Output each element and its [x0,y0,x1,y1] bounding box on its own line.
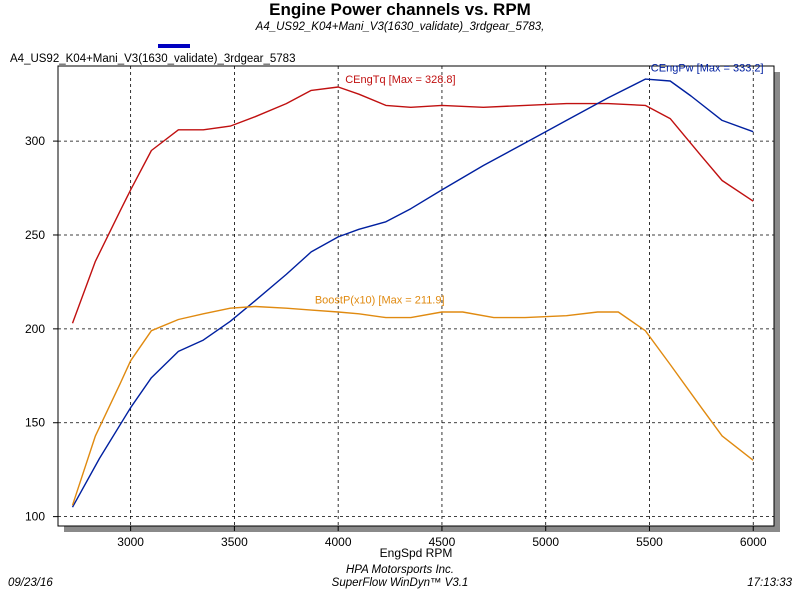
footer-date: 09/23/16 [8,577,53,589]
x-axis-label: EngSpd RPM [380,546,453,560]
grid [58,66,774,526]
x-tick-label: 4500 [429,535,456,549]
series-line-1 [71,78,754,508]
footer-time: 17:13:33 [747,577,792,589]
y-tick-label: 300 [25,134,45,148]
chart-subtitle: A4_US92_K04+Mani_V3(1630_validate)_3rdge… [255,21,545,33]
series-annotation-2: BoostP(x10) [Max = 211.9] [315,295,445,307]
chart-title: Engine Power channels vs. RPM [269,0,531,19]
x-tick-label: 5000 [532,535,559,549]
x-tick-label: 4000 [325,535,352,549]
annotations-group: CEngTq [Max = 328.8] CEngPw [Max = 333.2]… [315,63,764,307]
y-tick-label: 200 [25,322,45,336]
series-annotation-1: CEngPw [Max = 333.2] [651,63,764,75]
series-line-0 [71,86,754,324]
x-tick-label: 5500 [636,535,663,549]
axes: 3000 3500 4000 4500 5000 5500 6000 100 150 200 250… [25,134,767,549]
series-line-2 [71,305,754,506]
x-tick-label: 3500 [221,535,248,549]
y-tick-label: 100 [25,510,45,524]
y-tick-label: 250 [25,228,45,242]
series-group [71,78,754,508]
footer-company: HPA Motorsports Inc. [345,564,454,576]
plot-area [57,65,775,527]
legend-swatch [158,44,190,48]
footer-software: SuperFlow WinDyn™ V3.1 [331,577,469,589]
y-tick-label: 150 [25,416,45,430]
series-annotation-0: CEngTq [Max = 328.8] [345,74,455,86]
x-tick-label: 6000 [740,535,767,549]
legend-label: A4_US92_K04+Mani_V3(1630_validate)_3rdge… [10,53,296,65]
x-tick-label: 3000 [117,535,144,549]
